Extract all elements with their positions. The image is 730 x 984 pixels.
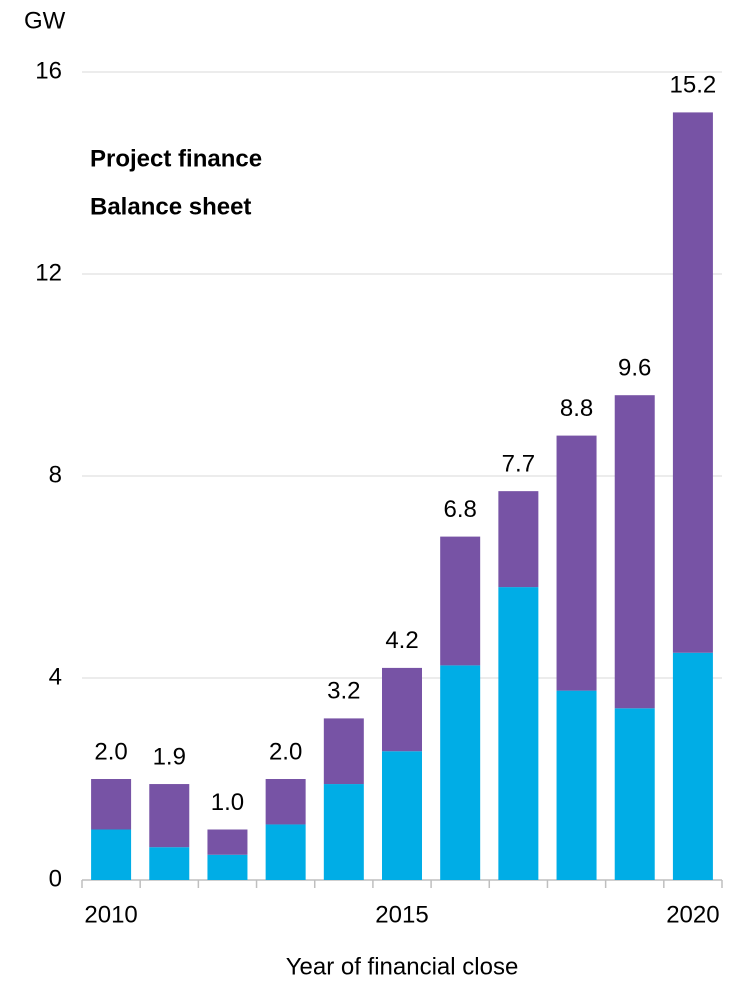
total-label: 9.6 xyxy=(618,355,651,382)
total-label: 1.0 xyxy=(211,789,244,816)
bar-segment xyxy=(265,824,306,880)
bar-segment xyxy=(91,779,132,830)
y-tick-label: 0 xyxy=(49,865,62,892)
x-tick-label: 2015 xyxy=(375,901,428,928)
bar-segment xyxy=(440,665,481,880)
bar-segment xyxy=(556,690,597,880)
x-axis-label: Year of financial close xyxy=(286,953,519,980)
bar-segment xyxy=(498,491,539,588)
total-label: 1.9 xyxy=(153,743,186,770)
bar-segment xyxy=(614,395,655,709)
total-label: 15.2 xyxy=(670,72,717,99)
bar-segment xyxy=(672,652,713,880)
total-label: 8.8 xyxy=(560,395,593,422)
y-tick-label: 16 xyxy=(35,57,62,84)
x-tick-label: 2010 xyxy=(84,901,137,928)
bar-segment xyxy=(382,751,422,880)
total-label: 7.7 xyxy=(502,450,535,477)
bar-segment xyxy=(672,112,713,653)
bar-segment xyxy=(614,708,655,880)
total-label: 2.0 xyxy=(269,738,302,765)
bar-segment xyxy=(556,435,597,691)
total-label: 3.2 xyxy=(327,678,360,705)
total-label: 4.2 xyxy=(385,627,418,654)
y-tick-label: 12 xyxy=(35,259,62,286)
legend-label: Project finance xyxy=(90,145,262,172)
bar-segment xyxy=(207,829,248,855)
bar-segment xyxy=(382,667,422,752)
bar-segment xyxy=(149,847,190,880)
bar-segment xyxy=(265,779,306,825)
bar-segment xyxy=(323,784,364,880)
x-tick-label: 2020 xyxy=(666,901,719,928)
bar-segment xyxy=(91,829,132,880)
bar-segment xyxy=(440,536,481,666)
bar-segment xyxy=(498,587,539,880)
bar-segment xyxy=(207,854,248,880)
bar-segment xyxy=(323,718,364,785)
y-tick-label: 4 xyxy=(49,663,62,690)
y-axis-label: GW xyxy=(24,7,66,34)
legend-label: Balance sheet xyxy=(90,193,251,220)
total-label: 2.0 xyxy=(94,738,127,765)
y-tick-label: 8 xyxy=(49,461,62,488)
total-label: 6.8 xyxy=(443,496,476,523)
bar-segment xyxy=(149,784,190,848)
